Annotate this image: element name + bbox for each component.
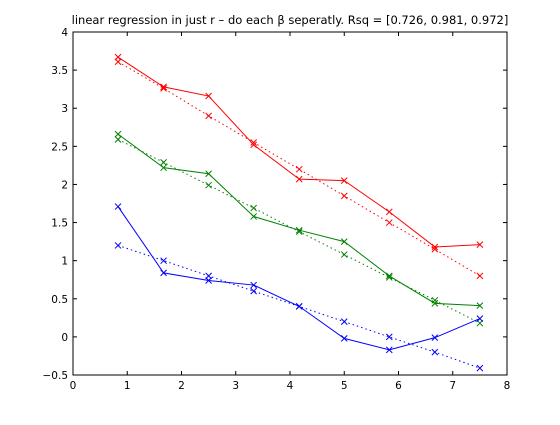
data-point-marker [114, 136, 122, 143]
data-point-marker [250, 287, 258, 295]
y-tick-label: 3.5 [51, 65, 68, 77]
y-tick-label: 1 [61, 256, 68, 268]
data-point-marker [250, 141, 258, 149]
data-point-marker [340, 335, 348, 342]
plot-background [73, 32, 507, 375]
data-point-marker [114, 58, 122, 66]
data-point-marker [431, 296, 439, 304]
data-point-marker [205, 112, 212, 120]
data-point-marker [385, 208, 393, 216]
y-tick-label: −0.5 [43, 370, 69, 382]
data-point-marker [385, 333, 393, 341]
data-point-marker [205, 92, 212, 100]
tick-layer: 0 1 2 3 4 5 6 7 8−0.500.511.522.533.54 [43, 27, 511, 392]
data-point-marker [250, 139, 258, 146]
data-point-marker [250, 281, 258, 289]
data-point-marker [295, 303, 303, 310]
y-tick-label: 1.5 [51, 218, 68, 230]
series-5-dotted [114, 242, 484, 372]
data-point-marker [431, 243, 439, 251]
data-point-marker [295, 226, 303, 234]
series-0-solid [114, 53, 484, 251]
data-point-marker [205, 170, 212, 178]
data-point-marker [476, 364, 484, 372]
x-tick-label: 8 [504, 380, 511, 392]
data-point-marker [114, 203, 122, 210]
data-point-marker [160, 269, 167, 277]
data-point-marker [160, 257, 167, 265]
x-tick-label: 3 [232, 380, 239, 392]
data-point-marker [340, 192, 348, 200]
data-point-marker [340, 251, 348, 258]
data-point-marker [250, 204, 258, 212]
data-point-marker [385, 274, 393, 281]
data-point-marker [340, 318, 348, 325]
data-point-marker [476, 241, 484, 249]
series-3-dotted [114, 136, 484, 327]
y-tick-label: 3 [61, 103, 68, 115]
data-point-marker [114, 242, 122, 249]
series-layer [114, 53, 484, 372]
data-point-marker [340, 177, 348, 184]
data-point-marker [476, 302, 484, 309]
series-1-dotted [114, 58, 484, 280]
data-point-marker [160, 83, 167, 91]
data-point-marker [295, 228, 303, 236]
data-point-marker [250, 213, 258, 220]
series-line [117, 244, 481, 369]
data-point-marker [431, 299, 439, 307]
data-point-marker [160, 164, 167, 172]
x-tick-label: 6 [395, 380, 402, 392]
data-point-marker [295, 165, 303, 173]
data-point-marker [114, 130, 122, 138]
x-tick-label: 2 [178, 380, 185, 392]
data-point-marker [160, 158, 167, 166]
y-tick-label: 0.5 [51, 294, 68, 306]
data-point-marker [295, 175, 303, 183]
data-point-marker [476, 272, 484, 280]
x-tick-label: 4 [287, 380, 294, 392]
y-tick-label: 2.5 [51, 141, 68, 153]
x-tick-label: 1 [124, 380, 131, 392]
x-tick-label: 7 [449, 380, 456, 392]
chart-title: linear regression in just r – do each β … [72, 13, 509, 27]
data-point-marker [431, 334, 439, 342]
y-tick-label: 4 [61, 27, 68, 39]
data-point-marker [385, 346, 393, 354]
data-point-marker [160, 85, 167, 92]
data-point-marker [476, 315, 484, 322]
data-point-marker [385, 219, 393, 226]
data-point-marker [340, 238, 348, 245]
data-point-marker [205, 272, 212, 280]
y-tick-label: 2 [61, 179, 68, 191]
data-point-marker [431, 348, 439, 356]
data-point-marker [205, 181, 212, 189]
y-tick-label: 0 [61, 332, 68, 344]
data-point-marker [431, 245, 439, 253]
x-tick-label: 0 [70, 380, 77, 392]
x-tick-label: 5 [341, 380, 348, 392]
